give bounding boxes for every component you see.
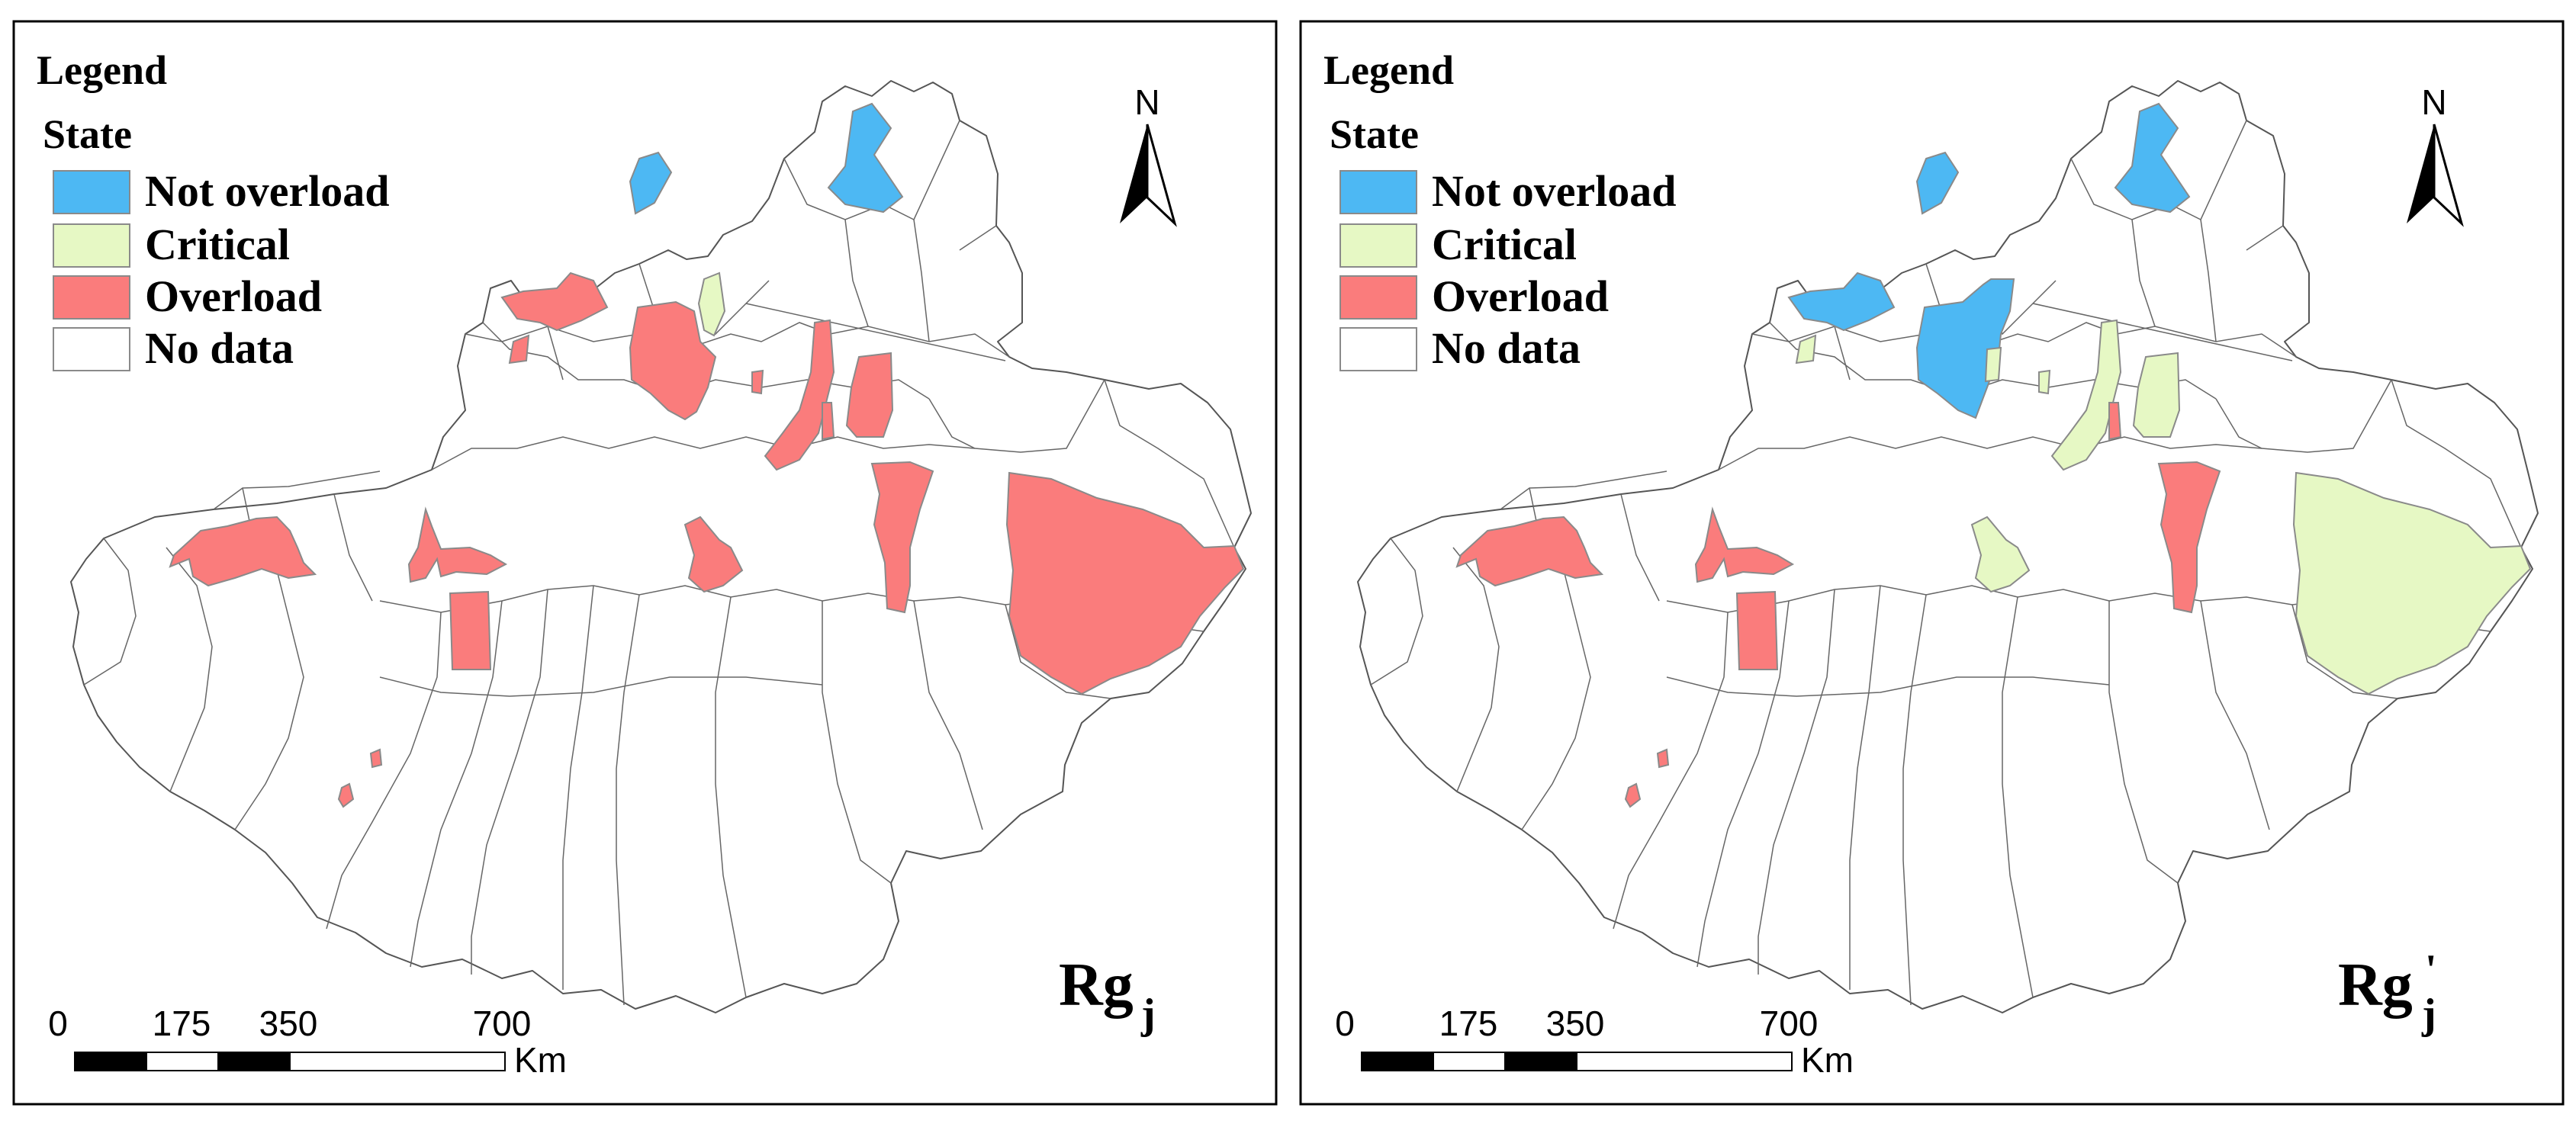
north-arrow: N xyxy=(1118,82,1176,225)
legend-swatch-not-overload xyxy=(53,170,130,214)
scale-tick-700: 700 xyxy=(473,1004,532,1043)
legend-swatch-not-overload xyxy=(1339,170,1417,214)
north-label: N xyxy=(1134,82,1159,122)
legend-title: Legend xyxy=(1323,47,1454,93)
legend-subtitle: State xyxy=(1330,111,1419,157)
panel-label-sub: j xyxy=(2421,991,2436,1038)
legend-swatch-critical xyxy=(1339,223,1417,268)
panel-label-main: Rg xyxy=(2338,952,2413,1019)
legend-title: Legend xyxy=(37,47,167,93)
panel-label-sub: j xyxy=(1140,991,1156,1038)
legend-label-not-overload: Not overload xyxy=(145,166,390,216)
legend-swatch-overload xyxy=(1339,275,1417,320)
scale-tick-0: 0 xyxy=(48,1004,68,1043)
panel-label: Rg j xyxy=(1059,952,1156,1038)
scale-tick-350: 350 xyxy=(1546,1004,1605,1043)
legend-swatch-no-data xyxy=(1339,327,1417,371)
scale-tick-700: 700 xyxy=(1760,1004,1819,1043)
legend-label-not-overload: Not overload xyxy=(1432,166,1677,216)
scale-tick-350: 350 xyxy=(259,1004,318,1043)
critical-districts xyxy=(697,271,726,337)
legend-label-no-data: No data xyxy=(145,323,294,373)
overload-districts xyxy=(1455,402,2221,808)
map-panel-left: Legend State Not overload Critical Overl… xyxy=(12,20,1278,1106)
overload-districts xyxy=(169,271,1245,808)
legend: Legend State Not overload Critical Overl… xyxy=(1323,47,1677,373)
legend-swatch-overload xyxy=(53,275,130,320)
north-arrow: N xyxy=(2405,82,2463,225)
scale-tick-0: 0 xyxy=(1335,1004,1355,1043)
map-panel-right: Legend State Not overload Critical Overl… xyxy=(1299,20,2565,1106)
not-overload-districts xyxy=(629,102,904,215)
scale-tick-175: 175 xyxy=(153,1004,211,1043)
critical-districts xyxy=(1795,319,2532,695)
scale-bar: 0 175 350 700 Km xyxy=(1335,1004,1854,1080)
north-label: N xyxy=(2421,82,2446,122)
legend-label-no-data: No data xyxy=(1432,323,1581,373)
scale-bar: 0 175 350 700 Km xyxy=(48,1004,567,1080)
panel-label: Rg j ' xyxy=(2338,946,2437,1038)
not-overload-districts xyxy=(1787,102,2191,419)
scale-unit: Km xyxy=(514,1040,567,1080)
legend-label-critical: Critical xyxy=(1432,220,1577,269)
legend-label-overload: Overload xyxy=(145,271,322,321)
legend-label-overload: Overload xyxy=(1432,271,1609,321)
scale-unit: Km xyxy=(1801,1040,1854,1080)
legend-swatch-no-data xyxy=(53,327,130,371)
legend: Legend State Not overload Critical Overl… xyxy=(37,47,390,373)
legend-swatch-critical xyxy=(53,223,130,268)
panel-label-prime: ' xyxy=(2425,946,2437,994)
scale-tick-175: 175 xyxy=(1439,1004,1498,1043)
legend-subtitle: State xyxy=(43,111,132,157)
legend-label-critical: Critical xyxy=(145,220,290,269)
panel-label-main: Rg xyxy=(1059,952,1134,1019)
